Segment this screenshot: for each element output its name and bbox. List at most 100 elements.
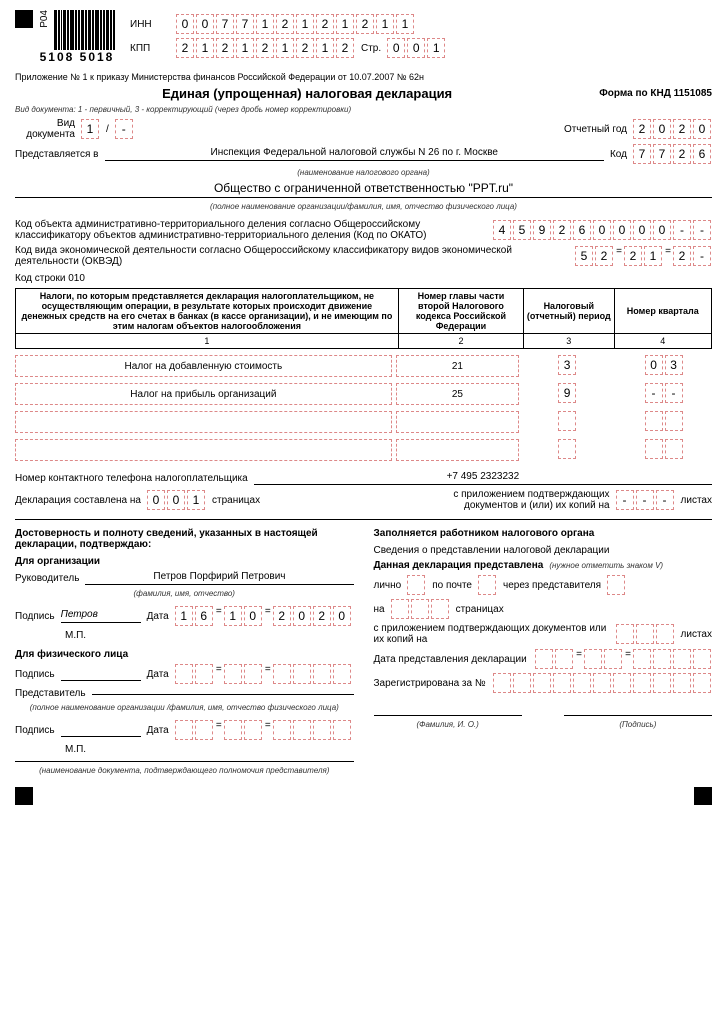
- left-column: Достоверность и полноту сведений, указан…: [15, 528, 354, 775]
- attach-l1: с приложением подтверждающих документов …: [430, 489, 610, 511]
- report-year-label: Отчетный год: [564, 124, 627, 135]
- tax-name[interactable]: Налог на добавленную стоимость: [15, 355, 392, 377]
- attach-l2: листах: [681, 495, 712, 506]
- report-year-cells[interactable]: 2020: [633, 119, 712, 139]
- rep-label: Представитель: [15, 688, 86, 699]
- by-mail: по почте: [432, 580, 472, 591]
- sign-label3: Подпись: [15, 725, 55, 736]
- annex-text: Приложение № 1 к приказу Министерства фи…: [15, 72, 712, 82]
- presented-hint: (нужное отметить знаком V): [549, 561, 663, 570]
- date-present: Дата представления декларации: [374, 654, 530, 665]
- date-label3: Дата: [147, 725, 169, 736]
- tax-chapter[interactable]: [396, 439, 519, 461]
- phys-signature[interactable]: [61, 667, 141, 681]
- decl-pages-cells[interactable]: 001: [147, 490, 206, 510]
- th3: Налоговый (отчетный) период: [524, 289, 614, 334]
- okato-label: Код объекта административно-территориаль…: [15, 219, 487, 241]
- doc-hint: (наименование документа, подтверждающего…: [15, 766, 354, 775]
- tax-period[interactable]: [523, 439, 612, 461]
- date-label2: Дата: [147, 669, 169, 680]
- date-label: Дата: [147, 611, 169, 622]
- tax-quarter[interactable]: [616, 439, 712, 461]
- sign-label: Подпись: [15, 611, 55, 622]
- presented-label: Данная декларация представлена: [374, 560, 544, 571]
- tax-quarter[interactable]: --: [616, 383, 712, 405]
- tax-name[interactable]: [15, 411, 392, 433]
- okato-cells[interactable]: 459260000--: [493, 220, 712, 240]
- tax-chapter[interactable]: 21: [396, 355, 519, 377]
- tax-name[interactable]: Налог на прибыль организаций: [15, 383, 392, 405]
- doc-corr-cell[interactable]: -: [115, 119, 133, 139]
- tax-name[interactable]: [15, 439, 392, 461]
- doc-line[interactable]: [15, 759, 354, 762]
- tax-quarter[interactable]: 03: [616, 355, 712, 377]
- th1: Налоги, по которым представляется деклар…: [16, 289, 399, 334]
- slash: /: [106, 124, 109, 135]
- main-title: Единая (упрощенная) налоговая декларация: [15, 86, 599, 101]
- tax-table: Налоги, по которым представляется деклар…: [15, 288, 712, 349]
- page-label: Стр.: [361, 43, 381, 54]
- tax-period[interactable]: [523, 411, 612, 433]
- code-cells[interactable]: 7726: [633, 144, 712, 164]
- marker-bottom-right: [694, 787, 712, 805]
- fio-line[interactable]: [374, 713, 522, 716]
- by-mail-check[interactable]: [478, 575, 496, 595]
- submitted-to[interactable]: Инспекция Федеральной налоговой службы N…: [105, 147, 604, 161]
- sign-hint: (Подпись): [564, 720, 712, 729]
- attach-cells[interactable]: ---: [616, 490, 675, 510]
- tax-period[interactable]: 3: [523, 355, 612, 377]
- decl-pages-l1: Декларация составлена на: [15, 495, 141, 506]
- right-title: Заполняется работником налогового органа: [374, 528, 713, 539]
- head-name[interactable]: Петров Порфирий Петрович: [85, 571, 353, 585]
- head-label: Руководитель: [15, 573, 79, 584]
- tax-chapter[interactable]: 25: [396, 383, 519, 405]
- right-info: Сведения о представлении налоговой декла…: [374, 545, 713, 556]
- rep-name[interactable]: [92, 692, 354, 695]
- tax-chapter[interactable]: [396, 411, 519, 433]
- submitted-hint: (наименование налогового органа): [15, 168, 712, 177]
- okved-cells[interactable]: 52=21=2-: [575, 246, 712, 266]
- via-rep-check[interactable]: [607, 575, 625, 595]
- tax-quarter[interactable]: [616, 411, 712, 433]
- inn-label: ИНН: [130, 19, 170, 30]
- doc-type-label: Вид документа: [15, 118, 75, 140]
- sign-line[interactable]: [564, 713, 712, 716]
- line010: Код строки 010: [15, 273, 712, 284]
- okved-label: Код вида экономической деятельности согл…: [15, 245, 569, 267]
- org-hint: (полное наименование организации/фамилия…: [15, 202, 712, 211]
- confirm-title: Достоверность и полноту сведений, указан…: [15, 528, 354, 550]
- fio-hint: (фамилия, имя, отчество): [15, 589, 354, 598]
- barcode-icon: [54, 10, 115, 50]
- th2: Номер главы части второй Налогового коде…: [398, 289, 523, 334]
- tax-period[interactable]: 9: [523, 383, 612, 405]
- present-date[interactable]: ==: [535, 649, 712, 669]
- pages-word: страницах: [456, 604, 504, 615]
- sign-label2: Подпись: [15, 669, 55, 680]
- submitted-label: Представляется в: [15, 149, 99, 160]
- on-pages: на: [374, 604, 385, 615]
- rep-signature[interactable]: [61, 723, 141, 737]
- signature[interactable]: Петров: [61, 609, 141, 623]
- rep-date[interactable]: ==: [175, 720, 352, 740]
- right-column: Заполняется работником налогового органа…: [374, 528, 713, 775]
- fio-hint2: (Фамилия, И. О.): [374, 720, 522, 729]
- doc-type-cell[interactable]: 1: [81, 119, 99, 139]
- date-cells[interactable]: 16=10=2020: [175, 606, 352, 626]
- inn-cells[interactable]: 007712121211: [176, 14, 415, 34]
- attach-cells2[interactable]: [616, 624, 675, 644]
- phone-label: Номер контактного телефона налогоплатель…: [15, 473, 248, 484]
- reg-cells[interactable]: [492, 673, 712, 693]
- barcode-number: 5108 5018: [40, 50, 115, 64]
- mp: М.П.: [65, 630, 354, 641]
- p04-label: Р04: [39, 10, 50, 28]
- in-person-check[interactable]: [407, 575, 425, 595]
- phone-value[interactable]: +7 495 2323232: [254, 471, 712, 485]
- marker-bottom-left: [15, 787, 33, 805]
- decl-pages-l2: страницах: [212, 495, 260, 506]
- phys-date[interactable]: ==: [175, 664, 352, 684]
- org-name[interactable]: Общество с ограниченной ответственностью…: [15, 181, 712, 198]
- kpp-cells[interactable]: 212121212: [176, 38, 355, 58]
- with-attach: с приложением подтверждающих документов …: [374, 623, 610, 645]
- kpp-label: КПП: [130, 43, 170, 54]
- pages-cells[interactable]: [391, 599, 450, 619]
